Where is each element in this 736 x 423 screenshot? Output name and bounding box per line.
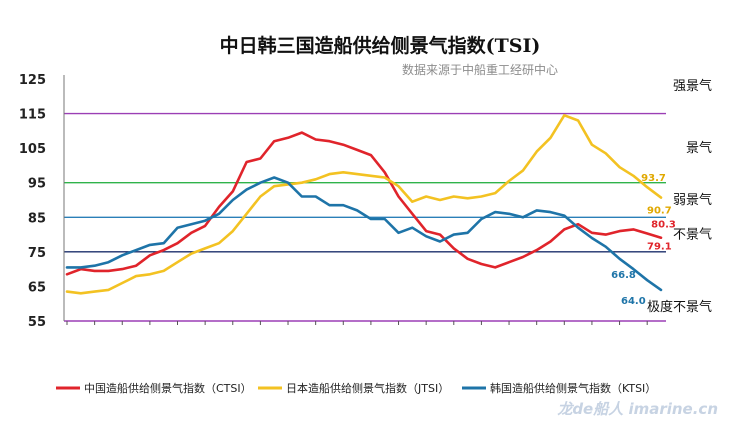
zone-label: 极度不景气	[647, 299, 712, 315]
watermark: 龙de船人 imarine.cn	[557, 400, 718, 418]
y-tick-label: 115	[19, 108, 46, 123]
threshold-lines	[64, 112, 666, 322]
chart-title: 中日韩三国造船供给侧景气指数(TSI)	[220, 34, 541, 57]
series-line-1	[65, 114, 663, 295]
data-label: 79.1	[647, 242, 672, 253]
zone-label: 弱景气	[673, 192, 712, 208]
y-tick-label: 95	[28, 177, 46, 192]
legend-label: 中国造船供给侧景气指数（CTSI）	[84, 381, 252, 395]
data-label: 66.8	[611, 270, 636, 281]
zone-label: 景气	[686, 140, 712, 156]
y-tick-label: 105	[19, 142, 46, 157]
y-tick-label: 125	[19, 73, 46, 88]
data-label: 90.7	[647, 206, 672, 217]
series-line-0	[65, 131, 663, 276]
y-tick-label: 75	[28, 246, 46, 261]
value-annotations: 93.7 90.7 80.3 79.1 66.8 64.0	[611, 173, 676, 307]
zone-label: 不景气	[673, 227, 712, 243]
legend-label: 韩国造船供给侧景气指数（KTSI）	[490, 381, 656, 395]
zone-label: 强景气	[673, 78, 712, 94]
y-tick-label: 65	[28, 280, 46, 295]
chart-subtitle: 数据来源于中船重工经研中心	[402, 62, 558, 77]
data-label: 80.3	[651, 220, 676, 231]
legend-label: 日本造船供给侧景气指数（JTSI）	[286, 381, 449, 395]
series-lines	[65, 114, 663, 295]
series-line-2	[65, 176, 663, 292]
y-tick-label: 85	[28, 211, 46, 226]
x-axis-ticks	[66, 321, 648, 325]
data-label: 93.7	[641, 173, 666, 184]
data-label: 64.0	[621, 296, 646, 307]
y-axis: 55 65 75 85 95 105 115 125	[19, 73, 65, 330]
y-tick-label: 55	[28, 315, 46, 330]
legend: 中国造船供给侧景气指数（CTSI） 日本造船供给侧景气指数（JTSI） 韩国造船供给…	[56, 381, 656, 395]
